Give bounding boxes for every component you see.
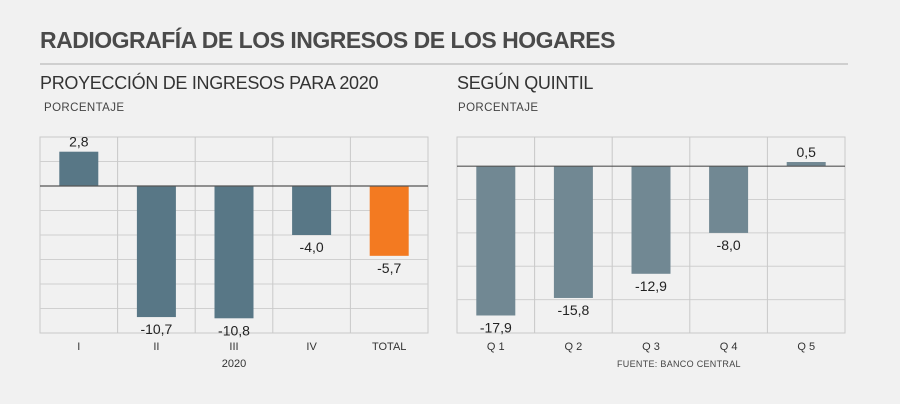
right-tick-label: Q 3 bbox=[642, 341, 660, 353]
source-note: FUENTE: BANCO CENTRAL bbox=[617, 359, 741, 369]
right-value-label: 0,5 bbox=[796, 144, 816, 160]
left-value-label: -10,8 bbox=[218, 322, 250, 338]
right-value-label: -12,9 bbox=[635, 278, 667, 294]
right-value-label: -8,0 bbox=[717, 237, 741, 253]
left-tick-label: II bbox=[153, 341, 159, 353]
right-chart-ylabel: PORCENTAJE bbox=[458, 102, 539, 114]
left-tick-label: IV bbox=[306, 341, 317, 353]
left-chart-title: PROYECCIÓN DE INGRESOS PARA 2020 bbox=[40, 73, 379, 93]
right-bar-4 bbox=[709, 166, 749, 233]
right-bar-5 bbox=[786, 162, 826, 167]
right-bar-3 bbox=[631, 166, 671, 274]
left-chart: 2,8 I -10,7 II -10,8 III -4,0 IV -5,7 TOTAL 2020 bbox=[39, 134, 429, 370]
right-tick-label: Q 1 bbox=[487, 341, 505, 353]
right-value-label: -17,9 bbox=[480, 319, 512, 335]
right-tick-label: Q 4 bbox=[720, 341, 738, 353]
left-bar-5 bbox=[369, 186, 409, 256]
title-divider bbox=[40, 63, 848, 65]
left-x-axis-title: 2020 bbox=[222, 358, 246, 370]
left-value-label: -10,7 bbox=[140, 321, 172, 337]
right-bar-2 bbox=[553, 166, 593, 298]
left-bar-1 bbox=[59, 151, 99, 186]
page-title: RADIOGRAFÍA DE LOS INGRESOS DE LOS HOGAR… bbox=[40, 27, 615, 53]
left-tick-label: TOTAL bbox=[372, 341, 406, 353]
right-tick-label: Q 5 bbox=[797, 341, 815, 353]
left-bar-4 bbox=[292, 186, 332, 235]
right-value-label: -15,8 bbox=[557, 302, 589, 318]
right-plot-frame bbox=[456, 136, 846, 334]
left-value-label: 2,8 bbox=[69, 134, 89, 150]
right-chart-title: SEGÚN QUINTIL bbox=[457, 73, 594, 93]
left-bar-3 bbox=[214, 186, 254, 319]
left-bar-2 bbox=[136, 186, 176, 318]
left-tick-label: III bbox=[229, 341, 238, 353]
left-tick-label: I bbox=[77, 341, 80, 353]
left-value-label: -5,7 bbox=[377, 260, 401, 276]
left-chart-ylabel: PORCENTAJE bbox=[44, 102, 125, 114]
left-value-label: -4,0 bbox=[300, 239, 324, 255]
right-bar-1 bbox=[476, 166, 516, 316]
right-tick-label: Q 2 bbox=[565, 341, 583, 353]
right-chart: -17,9 Q 1 -15,8 Q 2 -12,9 Q 3 -8,0 Q 4 0,5 Q 5 bbox=[456, 136, 846, 353]
